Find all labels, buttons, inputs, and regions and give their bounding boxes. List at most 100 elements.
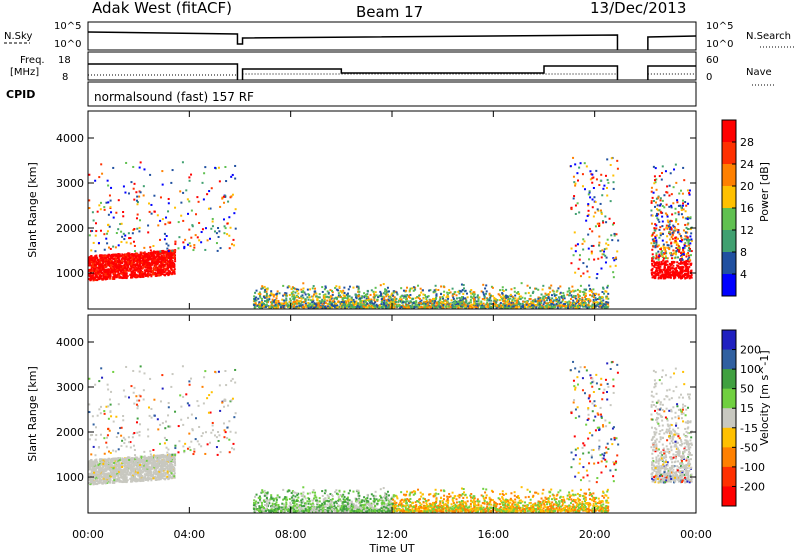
heatmap-cell — [397, 303, 400, 306]
heatmap-cell — [188, 200, 191, 203]
heatmap-cell — [598, 241, 601, 244]
heatmap-cell — [275, 294, 278, 297]
heatmap-cell — [397, 300, 400, 303]
heatmap-cell — [261, 287, 264, 290]
heatmap-cell — [412, 286, 415, 289]
freq-trace — [88, 63, 696, 80]
heatmap-cell — [120, 260, 123, 263]
heatmap-cell — [366, 295, 369, 298]
heatmap-cell — [339, 303, 342, 306]
heatmap-cell — [495, 304, 498, 307]
heatmap-cell — [408, 302, 411, 305]
heatmap-cell — [104, 258, 107, 261]
heatmap-cell — [668, 273, 671, 276]
heatmap-cell — [131, 232, 134, 235]
heatmap-cell — [469, 290, 472, 293]
heatmap-cell — [159, 271, 162, 274]
heatmap-cell — [411, 287, 414, 290]
heatmap-cell — [169, 264, 172, 267]
heatmap-cell — [659, 204, 662, 207]
heatmap-cell — [150, 251, 153, 254]
heatmap-cell — [170, 261, 173, 264]
heatmap-cell — [517, 297, 520, 300]
heatmap-cell — [475, 300, 478, 303]
heatmap-cell — [133, 257, 136, 260]
heatmap-cell — [137, 266, 140, 269]
heatmap-cell — [566, 290, 569, 293]
heatmap-cell — [606, 194, 609, 197]
heatmap-cell — [517, 291, 520, 294]
heatmap-cell — [592, 298, 595, 301]
heatmap-cell — [117, 244, 120, 247]
heatmap-cell — [130, 255, 133, 258]
heatmap-cell — [677, 271, 680, 274]
heatmap-cell — [113, 253, 116, 256]
heatmap-cell — [290, 305, 293, 308]
nave-tick-bottom: 0 — [706, 72, 712, 83]
heatmap-cell — [682, 229, 685, 232]
heatmap-cell — [326, 305, 329, 308]
heatmap-cell — [177, 247, 180, 250]
heatmap-cell — [659, 234, 662, 237]
heatmap-cell — [537, 306, 540, 309]
heatmap-cell — [592, 288, 595, 291]
heatmap-cell — [124, 270, 127, 273]
heatmap-cell — [142, 252, 145, 255]
heatmap-cell — [668, 248, 671, 251]
heatmap-cell — [263, 300, 266, 303]
heatmap-cell — [595, 277, 598, 280]
heatmap-cell — [616, 159, 619, 162]
heatmap-cell — [260, 302, 263, 305]
heatmap-cell — [141, 273, 144, 276]
heatmap-cell — [114, 246, 117, 249]
heatmap-cell — [186, 198, 189, 201]
heatmap-cell — [671, 253, 674, 256]
heatmap-cell — [390, 298, 393, 301]
heatmap-cell — [581, 296, 584, 299]
heatmap-cell — [657, 250, 660, 253]
heatmap-cell — [439, 301, 442, 304]
heatmap-cell — [612, 181, 615, 184]
heatmap-cell — [685, 255, 688, 258]
heatmap-cell — [110, 256, 113, 259]
heatmap-cell — [417, 284, 420, 287]
heatmap-cell — [142, 275, 145, 278]
heatmap-cell — [522, 304, 525, 307]
heatmap-cell — [174, 251, 177, 254]
heatmap-cell — [286, 305, 289, 308]
heatmap-cell — [568, 304, 571, 307]
heatmap-cell — [152, 273, 155, 276]
heatmap-cell — [603, 184, 606, 187]
heatmap-cell — [141, 274, 144, 277]
heatmap-cell — [148, 210, 151, 213]
heatmap-cell — [555, 290, 558, 293]
heatmap-cell — [93, 256, 96, 259]
heatmap-cell — [653, 264, 656, 267]
heatmap-cell — [404, 306, 407, 309]
heatmap-cell — [668, 194, 671, 197]
heatmap-cell — [657, 276, 660, 279]
heatmap-cell — [213, 230, 216, 233]
heatmap-cell — [600, 267, 603, 270]
heatmap-cell — [464, 304, 467, 307]
heatmap-cell — [107, 201, 110, 204]
heatmap-cell — [261, 285, 264, 288]
heatmap-cell — [170, 251, 173, 254]
heatmap-cell — [689, 216, 692, 219]
heatmap-cell — [674, 256, 677, 259]
heatmap-cell — [585, 165, 588, 168]
heatmap-cell — [592, 176, 595, 179]
heatmap-cell — [559, 305, 562, 308]
heatmap-cell — [514, 303, 517, 306]
heatmap-cell — [116, 266, 119, 269]
heatmap-cell — [101, 264, 104, 267]
heatmap-cell — [362, 300, 365, 303]
heatmap-cell — [293, 304, 296, 307]
heatmap-cell — [662, 257, 665, 260]
heatmap-cell — [142, 263, 145, 266]
heatmap-cell — [259, 306, 262, 309]
heatmap-cell — [482, 306, 485, 309]
heatmap-cell — [217, 227, 220, 230]
heatmap-cell — [420, 299, 423, 302]
